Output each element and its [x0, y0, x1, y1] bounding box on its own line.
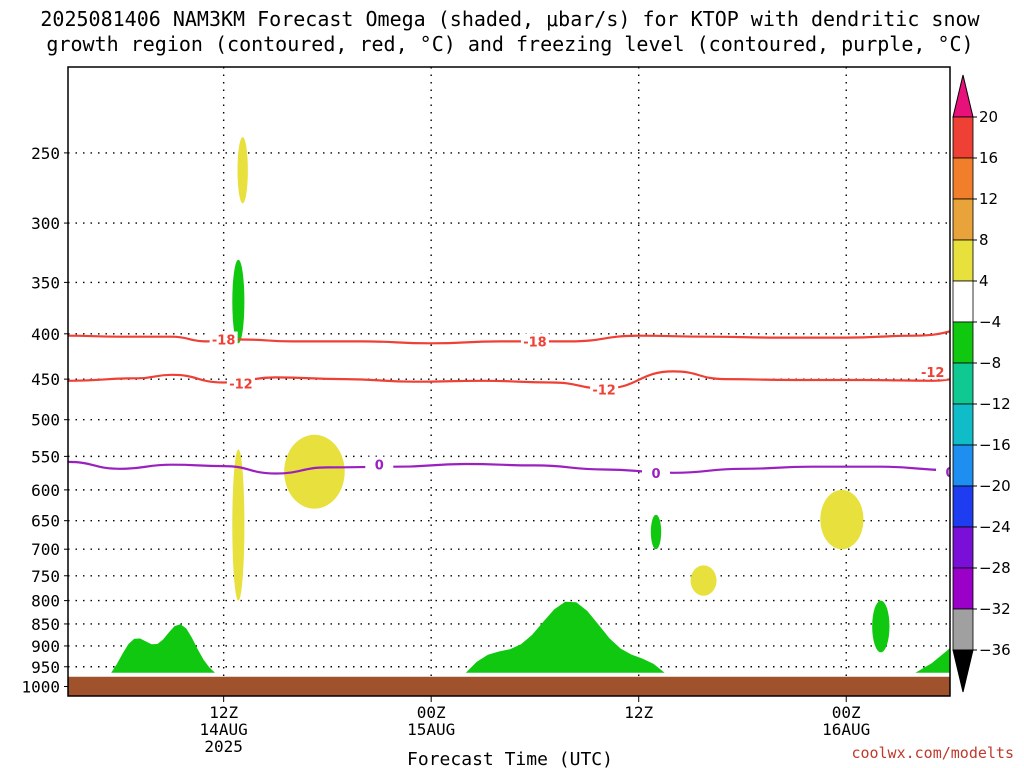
colorbar-label-11: −28 — [979, 559, 1011, 577]
contour-label-1-0: -12 — [229, 377, 253, 392]
y-tick-label-650: 650 — [31, 512, 60, 531]
colorbar-segment-4 — [952, 280, 974, 323]
colorbar-label-13: −36 — [979, 641, 1011, 659]
contour-line-1 — [68, 370, 950, 390]
omega-region-rising-3 — [650, 514, 662, 550]
colorbar-segment-2 — [952, 198, 974, 241]
contour-label-bg-1-0 — [226, 375, 255, 391]
omega-regions — [111, 137, 950, 673]
colorbar-label-1: 16 — [979, 149, 998, 167]
x-tick-label-18-0: 00Z — [417, 703, 446, 722]
y-tick-label-300: 300 — [31, 214, 60, 233]
y-tick-label-250: 250 — [31, 144, 60, 163]
omega-colorbar: 20 16 12 8 4 −4 −8 −12 −16 −20 −24 −28 −32 −36 — [952, 74, 1011, 693]
x-tick-label-30-0: 12Z — [624, 703, 653, 722]
site-credit: coolwx.com/modelts — [851, 744, 1014, 762]
colorbar-label-3: 8 — [979, 231, 989, 249]
contour-label-2-0: 0 — [375, 459, 384, 474]
chart-title-line-1: 2025081406 NAM3KM Forecast Omega (shaded… — [40, 7, 980, 31]
colorbar-segment-9 — [952, 485, 974, 528]
contour-label-2-2: 0 — [945, 466, 954, 481]
y-tick-label-400: 400 — [31, 325, 60, 344]
colorbar-segment-3 — [952, 239, 974, 282]
colorbar-label-7: −12 — [979, 395, 1011, 413]
colorbar-label-0: 20 — [979, 108, 998, 126]
y-tick-label-600: 600 — [31, 481, 60, 500]
colorbar-segment-6 — [952, 362, 974, 405]
x-tick-label-42-0: 00Z — [832, 703, 861, 722]
colorbar-segment-5 — [952, 321, 974, 364]
colorbar-segment-12 — [952, 608, 974, 651]
colorbar-bottom-arrow — [952, 649, 974, 693]
contour-label-bg-0-0 — [209, 331, 238, 347]
colorbar-label-2: 12 — [979, 190, 998, 208]
colorbar-segment-1 — [952, 157, 974, 200]
y-tick-label-800: 800 — [31, 592, 60, 611]
colorbar-segment-10 — [952, 526, 974, 569]
colorbar-label-9: −20 — [979, 477, 1011, 495]
y-tick-label-700: 700 — [31, 540, 60, 559]
colorbar-label-6: −8 — [979, 354, 1001, 372]
contour-label-bg-1-1 — [590, 381, 619, 397]
colorbar-label-12: −32 — [979, 600, 1011, 618]
colorbar-label-10: −24 — [979, 518, 1011, 536]
ground-surface — [68, 676, 950, 696]
x-tick-label-6-1: 14AUG — [200, 720, 248, 739]
plot-frame — [67, 66, 951, 697]
y-tick-label-450: 450 — [31, 370, 60, 389]
colorbar-segment-8 — [952, 444, 974, 487]
colorbar-segment-7 — [952, 403, 974, 446]
y-tick-label-750: 750 — [31, 567, 60, 586]
colorbar-label-5: −4 — [979, 313, 1001, 331]
contour-label-0-1: -18 — [523, 335, 547, 350]
omega-region-sinking-11 — [820, 489, 864, 550]
y-tick-label-850: 850 — [31, 615, 60, 634]
x-axis-title: Forecast Time (UTC) — [407, 749, 613, 768]
colorbar-segment-0 — [952, 116, 974, 159]
omega-region-sinking-10 — [690, 565, 717, 596]
omega-region-rising-4 — [872, 600, 890, 653]
y-tick-label-550: 550 — [31, 447, 60, 466]
y-tick-label-950: 950 — [31, 658, 60, 677]
colorbar-label-8: −16 — [979, 436, 1011, 454]
x-tick-label-42-1: 16AUG — [822, 720, 870, 739]
y-tick-label-900: 900 — [31, 637, 60, 656]
colorbar-label-4: 4 — [979, 272, 989, 290]
y-tick-label-1000: 1000 — [21, 677, 60, 696]
contour-label-0-0: -18 — [212, 334, 236, 349]
omega-region-sinking-9 — [284, 434, 345, 509]
colorbar-segment-11 — [952, 567, 974, 610]
contour-line-2 — [68, 460, 950, 475]
omega-region-rising-2 — [465, 601, 665, 673]
contour-label-2-1: 0 — [651, 467, 660, 482]
x-tick-label-6-2: 2025 — [204, 737, 243, 756]
contour-label-bg-2-1 — [642, 464, 670, 480]
ground-fill — [68, 676, 950, 696]
y-tick-label-350: 350 — [31, 273, 60, 292]
contour-label-bg-2-2 — [936, 464, 950, 480]
chart-title-line-2: growth region (contoured, red, °C) and f… — [46, 32, 973, 56]
omega-region-rising-1 — [232, 259, 245, 344]
contour-label-bg-2-0 — [365, 456, 394, 472]
contour-label-1-1: -12 — [592, 383, 616, 398]
contour-label-bg-1-2 — [918, 364, 947, 380]
omega-region-sinking-8 — [232, 449, 245, 601]
y-axis-pressure-labels: 250 300 350 400 450 500 550 600 650 700 750 800 850 9… — [21, 144, 68, 696]
x-tick-label-6-0: 12Z — [209, 703, 238, 722]
contour-label-1-2: -12 — [921, 366, 945, 381]
omega-region-sinking-7 — [237, 137, 248, 204]
x-tick-label-18-1: 15AUG — [407, 720, 455, 739]
omega-region-rising-0 — [111, 624, 215, 673]
omega-region-rising-5 — [915, 647, 950, 673]
y-tick-label-500: 500 — [31, 411, 60, 430]
contour-label-bg-0-1 — [520, 333, 549, 349]
colorbar-top-arrow — [952, 74, 974, 118]
